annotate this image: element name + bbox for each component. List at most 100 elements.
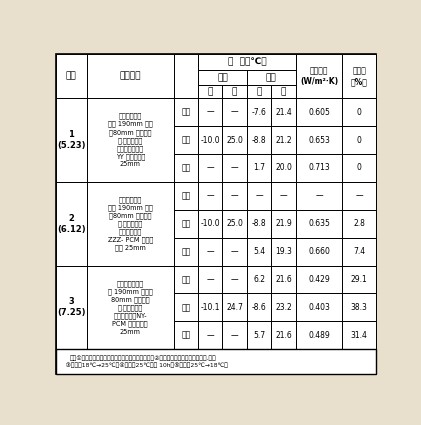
Text: 恒温: 恒温 [181, 136, 190, 144]
Text: 21.6: 21.6 [275, 331, 292, 340]
Bar [296, 238, 342, 266]
Text: 0.605: 0.605 [308, 108, 330, 116]
Bar [247, 293, 271, 321]
Text: 1.7: 1.7 [253, 163, 265, 173]
Text: -10.0: -10.0 [200, 136, 220, 144]
Text: 注：①节能率与未掺相变母料墙体传热系数的比较；②序号栏中括号中数字表示：月.日；
    ③升温：18℃→25℃；④恒温：25℃恒定 10h；⑤降温：25℃→1: 注：①节能率与未掺相变母料墙体传热系数的比较；②序号栏中括号中数字表示：月.日；… [58, 356, 228, 368]
Bar [87, 54, 173, 98]
Text: —: — [355, 191, 363, 200]
Text: 炉渣混凝土砂
块厚 190mm 外贴
资80mm 水泥发泡
板,玻纤网薄抄
灰面层，内面抄
YY 保温素料厚
25mm: 炉渣混凝土砂 块厚 190mm 外贴 资80mm 水泥发泡 板,玻纤网薄抄 灰面… [108, 113, 152, 167]
Text: 冷: 冷 [208, 87, 213, 96]
Bar [342, 126, 376, 154]
Bar [296, 98, 342, 126]
Bar [198, 321, 222, 349]
Bar [198, 98, 222, 126]
Text: 升温: 升温 [181, 108, 190, 116]
Text: —: — [206, 331, 214, 340]
Text: 0.429: 0.429 [308, 275, 330, 284]
Text: 21.2: 21.2 [275, 136, 292, 144]
Text: —: — [315, 191, 323, 200]
Bar [222, 182, 247, 210]
Bar [222, 210, 247, 238]
Bar [296, 266, 342, 293]
Text: 降温: 降温 [181, 247, 190, 256]
Text: 0: 0 [357, 163, 362, 173]
Bar [173, 293, 198, 321]
Bar [342, 293, 376, 321]
Text: 19.3: 19.3 [275, 247, 292, 256]
Bar [222, 321, 247, 349]
Bar [198, 70, 247, 85]
Bar [198, 54, 296, 70]
Bar [271, 182, 296, 210]
Text: —: — [231, 191, 238, 200]
Bar [198, 126, 222, 154]
Bar [271, 154, 296, 182]
Text: 0.713: 0.713 [308, 163, 330, 173]
Text: -8.8: -8.8 [252, 219, 266, 228]
Bar [247, 321, 271, 349]
Text: 2.8: 2.8 [353, 219, 365, 228]
Text: 21.9: 21.9 [275, 219, 292, 228]
Text: —: — [231, 275, 238, 284]
Text: 序号: 序号 [66, 72, 77, 81]
Text: —: — [206, 247, 214, 256]
Text: -8.6: -8.6 [252, 303, 266, 312]
Bar [296, 182, 342, 210]
Bar [56, 54, 87, 98]
Bar [173, 54, 198, 98]
Bar [56, 182, 87, 266]
Bar [247, 238, 271, 266]
Bar [247, 154, 271, 182]
Bar [173, 238, 198, 266]
Text: 0.660: 0.660 [308, 247, 330, 256]
Bar [222, 266, 247, 293]
Bar [198, 85, 222, 98]
Bar [342, 321, 376, 349]
Bar [342, 98, 376, 126]
Bar [296, 54, 342, 98]
Text: 0.403: 0.403 [308, 303, 330, 312]
Bar [198, 182, 222, 210]
Text: 空气: 空气 [217, 73, 228, 82]
Text: 31.4: 31.4 [351, 331, 368, 340]
Text: —: — [206, 108, 214, 116]
Bar [173, 98, 198, 126]
Bar [342, 154, 376, 182]
Text: 冷: 冷 [256, 87, 262, 96]
Bar [271, 85, 296, 98]
Bar [271, 126, 296, 154]
Bar [271, 98, 296, 126]
Bar [173, 210, 198, 238]
Text: —: — [206, 275, 214, 284]
Bar [247, 182, 271, 210]
Text: 38.3: 38.3 [351, 303, 368, 312]
Bar [56, 349, 376, 374]
Text: 21.6: 21.6 [275, 275, 292, 284]
Text: 0.653: 0.653 [308, 136, 330, 144]
Bar [247, 70, 296, 85]
Bar [247, 266, 271, 293]
Bar [271, 266, 296, 293]
Text: 降温: 降温 [181, 163, 190, 173]
Bar [342, 182, 376, 210]
Bar [247, 98, 271, 126]
Bar [198, 154, 222, 182]
Bar [296, 293, 342, 321]
Text: —: — [255, 191, 263, 200]
Bar [173, 154, 198, 182]
Text: 3
(7.25): 3 (7.25) [57, 298, 85, 317]
Text: 25.0: 25.0 [226, 136, 243, 144]
Bar [87, 266, 173, 349]
Bar [222, 154, 247, 182]
Bar [173, 182, 198, 210]
Bar [198, 210, 222, 238]
Text: 恒温: 恒温 [181, 303, 190, 312]
Bar [198, 238, 222, 266]
Text: 升温: 升温 [181, 191, 190, 200]
Text: —: — [231, 331, 238, 340]
Text: 0.489: 0.489 [308, 331, 330, 340]
Text: 7.4: 7.4 [353, 247, 365, 256]
Bar [271, 238, 296, 266]
Bar [87, 98, 173, 182]
